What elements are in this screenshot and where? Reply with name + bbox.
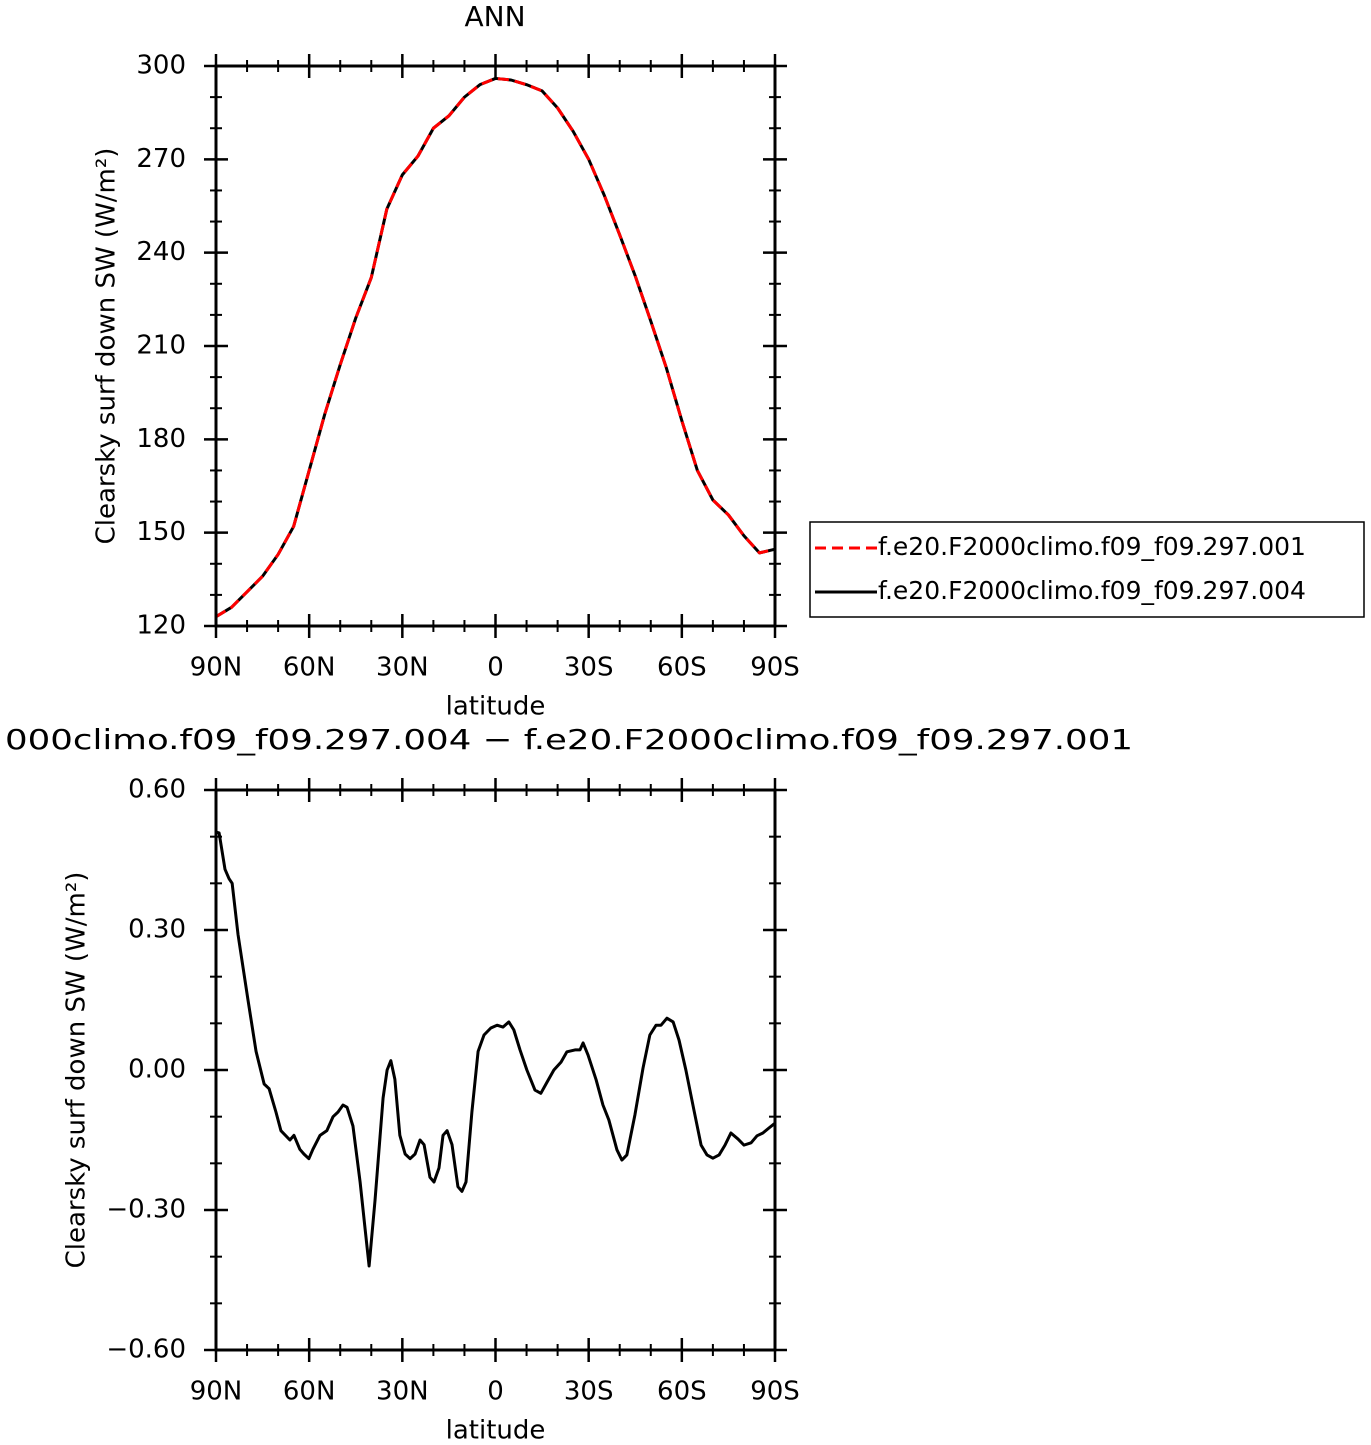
x-tick-label: 90S bbox=[750, 1377, 800, 1407]
y-tick-label: −0.30 bbox=[106, 1195, 186, 1225]
y-tick-label: −0.60 bbox=[106, 1335, 186, 1365]
x-tick-label: 30S bbox=[564, 1377, 614, 1407]
x-tick-label: 30N bbox=[376, 653, 429, 683]
x-tick-label: 90N bbox=[190, 1377, 243, 1407]
x-tick-label: 90N bbox=[190, 653, 243, 683]
x-tick-label: 30S bbox=[564, 653, 614, 683]
y-axis-label: Clearsky surf down SW (W/m²) bbox=[62, 872, 92, 1269]
x-tick-label: 60N bbox=[283, 1377, 336, 1407]
y-axis-label: Clearsky surf down SW (W/m²) bbox=[92, 148, 122, 545]
plot-frame bbox=[214, 788, 777, 1352]
y-tick-label: 0.30 bbox=[128, 915, 186, 945]
data-line bbox=[215, 830, 776, 1268]
chart-title: ANN bbox=[464, 0, 525, 33]
y-tick-label: 0.60 bbox=[128, 775, 186, 805]
x-tick-label: 0 bbox=[487, 653, 504, 683]
x-axis-label: latitude bbox=[446, 1416, 546, 1445]
y-tick-label: 0.00 bbox=[128, 1055, 186, 1085]
legend-text: f.e20.F2000climo.f09_f09.297.004 bbox=[878, 576, 1306, 605]
y-tick-label: 300 bbox=[136, 51, 186, 81]
y-tick-label: 150 bbox=[136, 517, 186, 547]
x-tick-label: 60N bbox=[283, 653, 336, 683]
data-line bbox=[215, 76, 776, 618]
x-tick-label: 0 bbox=[487, 1377, 504, 1407]
y-tick-label: 270 bbox=[136, 144, 186, 174]
legend-box bbox=[809, 521, 1365, 618]
legend-text: f.e20.F2000climo.f09_f09.297.001 bbox=[878, 532, 1306, 561]
x-tick-label: 60S bbox=[657, 1377, 707, 1407]
x-tick-label: 90S bbox=[750, 653, 800, 683]
y-tick-label: 180 bbox=[136, 424, 186, 454]
x-tick-label: 60S bbox=[657, 653, 707, 683]
chart-title: 000climo.f09_f09.297.004 − f.e20.F2000cl… bbox=[5, 723, 1133, 756]
x-tick-label: 30N bbox=[376, 1377, 429, 1407]
data-line bbox=[215, 76, 776, 618]
y-tick-label: 240 bbox=[136, 237, 186, 267]
x-axis-label: latitude bbox=[446, 692, 546, 722]
plot-frame bbox=[214, 64, 777, 628]
y-tick-label: 210 bbox=[136, 331, 186, 361]
y-tick-label: 120 bbox=[136, 611, 186, 641]
